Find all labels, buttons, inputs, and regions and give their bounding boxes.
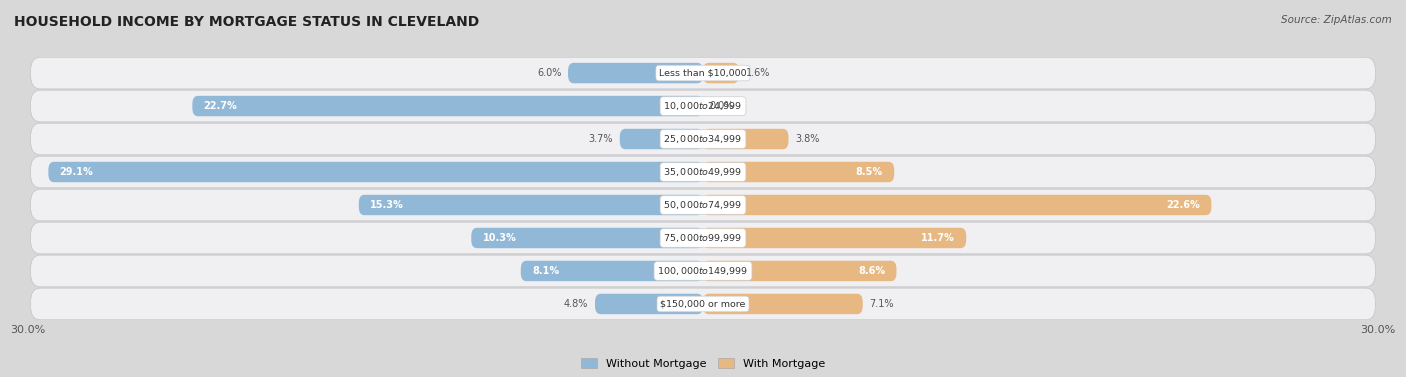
Text: $35,000 to $49,999: $35,000 to $49,999 bbox=[664, 166, 742, 178]
Text: 3.7%: 3.7% bbox=[589, 134, 613, 144]
Legend: Without Mortgage, With Mortgage: Without Mortgage, With Mortgage bbox=[576, 353, 830, 373]
FancyBboxPatch shape bbox=[568, 63, 703, 83]
Text: $100,000 to $149,999: $100,000 to $149,999 bbox=[658, 265, 748, 277]
Text: 8.1%: 8.1% bbox=[531, 266, 560, 276]
Text: $75,000 to $99,999: $75,000 to $99,999 bbox=[664, 232, 742, 244]
Text: $50,000 to $74,999: $50,000 to $74,999 bbox=[664, 199, 742, 211]
Text: 10.3%: 10.3% bbox=[482, 233, 516, 243]
Text: Less than $10,000: Less than $10,000 bbox=[659, 69, 747, 78]
Text: 8.6%: 8.6% bbox=[858, 266, 886, 276]
FancyBboxPatch shape bbox=[31, 90, 1375, 122]
FancyBboxPatch shape bbox=[31, 189, 1375, 221]
FancyBboxPatch shape bbox=[703, 228, 966, 248]
FancyBboxPatch shape bbox=[31, 156, 1375, 188]
FancyBboxPatch shape bbox=[703, 195, 1212, 215]
FancyBboxPatch shape bbox=[703, 129, 789, 149]
FancyBboxPatch shape bbox=[48, 162, 703, 182]
Text: Source: ZipAtlas.com: Source: ZipAtlas.com bbox=[1281, 15, 1392, 25]
FancyBboxPatch shape bbox=[520, 261, 703, 281]
Text: 0.0%: 0.0% bbox=[710, 101, 734, 111]
FancyBboxPatch shape bbox=[193, 96, 703, 116]
Text: 8.5%: 8.5% bbox=[856, 167, 883, 177]
FancyBboxPatch shape bbox=[31, 288, 1375, 320]
FancyBboxPatch shape bbox=[620, 129, 703, 149]
Text: 7.1%: 7.1% bbox=[869, 299, 894, 309]
Text: 1.6%: 1.6% bbox=[745, 68, 770, 78]
Text: 29.1%: 29.1% bbox=[59, 167, 93, 177]
Text: 22.6%: 22.6% bbox=[1167, 200, 1201, 210]
FancyBboxPatch shape bbox=[31, 123, 1375, 155]
FancyBboxPatch shape bbox=[703, 63, 740, 83]
Text: 11.7%: 11.7% bbox=[921, 233, 955, 243]
Text: 6.0%: 6.0% bbox=[537, 68, 561, 78]
FancyBboxPatch shape bbox=[703, 294, 863, 314]
FancyBboxPatch shape bbox=[703, 261, 897, 281]
FancyBboxPatch shape bbox=[31, 255, 1375, 287]
FancyBboxPatch shape bbox=[595, 294, 703, 314]
Text: $150,000 or more: $150,000 or more bbox=[661, 299, 745, 308]
Text: 4.8%: 4.8% bbox=[564, 299, 588, 309]
Text: 22.7%: 22.7% bbox=[204, 101, 238, 111]
Text: HOUSEHOLD INCOME BY MORTGAGE STATUS IN CLEVELAND: HOUSEHOLD INCOME BY MORTGAGE STATUS IN C… bbox=[14, 15, 479, 29]
FancyBboxPatch shape bbox=[703, 162, 894, 182]
Text: $10,000 to $24,999: $10,000 to $24,999 bbox=[664, 100, 742, 112]
FancyBboxPatch shape bbox=[31, 222, 1375, 254]
FancyBboxPatch shape bbox=[359, 195, 703, 215]
Text: 3.8%: 3.8% bbox=[796, 134, 820, 144]
FancyBboxPatch shape bbox=[471, 228, 703, 248]
FancyBboxPatch shape bbox=[31, 57, 1375, 89]
Text: 15.3%: 15.3% bbox=[370, 200, 404, 210]
Text: $25,000 to $34,999: $25,000 to $34,999 bbox=[664, 133, 742, 145]
